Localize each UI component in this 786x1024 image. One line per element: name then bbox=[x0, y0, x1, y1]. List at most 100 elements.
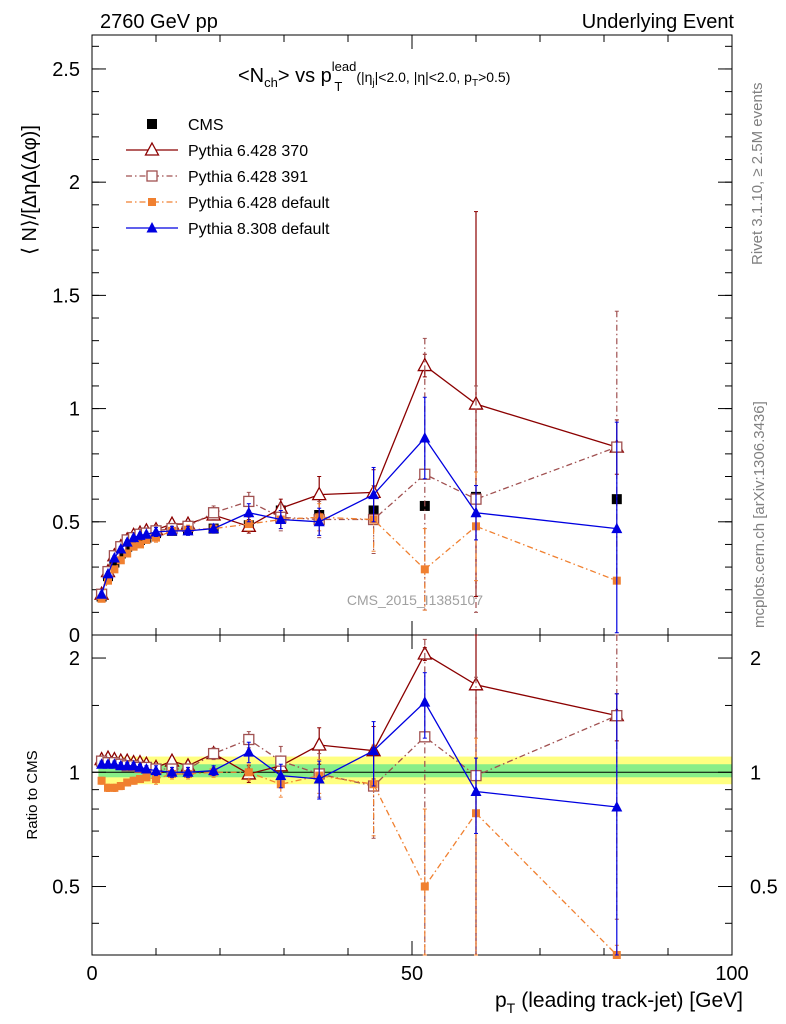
main-data-point bbox=[470, 506, 482, 518]
watermark: CMS_2015_I1385107 bbox=[347, 592, 483, 608]
legend-label: Pythia 6.428 391 bbox=[188, 169, 308, 186]
main-panel-series bbox=[94, 211, 625, 634]
ratio-data-point bbox=[128, 759, 140, 771]
ratio-data-point bbox=[311, 736, 327, 751]
ratio-data-point bbox=[207, 747, 220, 760]
legend-item: Pythia 6.428 370 bbox=[126, 141, 308, 160]
ratio-series-3 bbox=[96, 672, 623, 956]
main-data-point bbox=[97, 594, 106, 603]
main-data-point bbox=[102, 567, 114, 579]
ratio-data-point bbox=[208, 764, 220, 776]
ratio-y-tick-label-left: 1 bbox=[69, 762, 80, 784]
header-right: Underlying Event bbox=[582, 11, 735, 33]
x-tick-label: 0 bbox=[86, 963, 97, 985]
ratio-data-point bbox=[313, 773, 325, 784]
ratio-data-point bbox=[104, 783, 112, 792]
main-data-point bbox=[115, 548, 126, 559]
ratio-y-tick-label-right: 0.5 bbox=[750, 877, 778, 899]
main-data-point bbox=[166, 524, 178, 536]
ratio-data-point bbox=[108, 758, 120, 769]
ratio-data-point bbox=[368, 744, 380, 756]
main-series-4 bbox=[96, 396, 623, 634]
y-tick-label-main: 2.5 bbox=[52, 59, 80, 81]
ratio-data-point bbox=[142, 773, 151, 782]
ratio-data-point bbox=[420, 882, 429, 891]
main-data-point bbox=[182, 524, 194, 536]
ratio-data-point bbox=[110, 783, 119, 792]
main-data-point bbox=[150, 525, 162, 537]
ratio-uncertainty-bands bbox=[92, 756, 732, 785]
header-left: 2760 GeV pp bbox=[100, 11, 218, 33]
ratio-panel-series bbox=[94, 634, 625, 959]
legend-marker bbox=[147, 119, 157, 129]
legend-item: Pythia 6.428 391 bbox=[126, 169, 308, 186]
x-tick-label: 50 bbox=[401, 963, 423, 985]
band-inner bbox=[98, 764, 732, 778]
main-data-point bbox=[109, 557, 120, 568]
main-data-point bbox=[116, 556, 125, 565]
ratio-y-tick-label-right: 1 bbox=[750, 762, 761, 784]
main-data-point bbox=[104, 576, 112, 585]
ratio-data-point bbox=[129, 776, 138, 785]
legend-label: Pythia 8.308 default bbox=[188, 221, 330, 238]
legend-item: Pythia 8.308 default bbox=[126, 221, 330, 238]
x-axis-label: pT (leading track-jet) [GeV] bbox=[495, 989, 743, 1016]
main-data-point bbox=[244, 520, 253, 529]
main-data-point bbox=[108, 552, 120, 563]
side-label-bottom: mcplots.cern.ch [arXiv:1306.3436] bbox=[751, 401, 768, 628]
ratio-data-point bbox=[123, 778, 132, 787]
ratio-data-point bbox=[182, 766, 194, 777]
legend-item: CMS bbox=[147, 117, 224, 134]
legend-marker bbox=[144, 141, 160, 156]
y-tick-label-main: 0.5 bbox=[52, 512, 80, 534]
main-data-point bbox=[96, 588, 108, 599]
ratio-data-point bbox=[243, 746, 255, 757]
ratio-data-point bbox=[140, 763, 152, 774]
ratio-y-tick-label-right: 2 bbox=[750, 648, 761, 670]
main-data-point bbox=[313, 515, 325, 527]
ratio-y-tick-label-left: 2 bbox=[69, 648, 80, 670]
ratio-data-point bbox=[419, 696, 431, 707]
ratio-data-point bbox=[134, 761, 146, 772]
main-data-point bbox=[311, 486, 327, 501]
ratio-data-point bbox=[468, 676, 484, 691]
main-data-point bbox=[129, 542, 138, 551]
main-data-point bbox=[208, 522, 220, 534]
ratio-data-point bbox=[116, 782, 125, 791]
main-data-point bbox=[275, 513, 287, 525]
ratio-data-point bbox=[152, 775, 160, 784]
main-panel-ticks: 0 0.5 1 1.5 2 2.5 bbox=[52, 35, 733, 647]
main-data-point bbox=[121, 536, 133, 547]
legend-label: CMS bbox=[188, 117, 224, 134]
main-data-point bbox=[368, 488, 380, 500]
legend-label: Pythia 6.428 370 bbox=[188, 143, 308, 160]
side-label-top: Rivet 3.1.10, ≥ 2.5M events bbox=[749, 83, 766, 266]
y-tick-label-main: 1 bbox=[69, 399, 80, 421]
main-data-point bbox=[207, 507, 220, 519]
ratio-data-point bbox=[166, 766, 178, 777]
main-data-point bbox=[136, 540, 144, 549]
x-tick-label: 100 bbox=[715, 963, 748, 985]
legend: CMS Pythia 6.428 370 Pythia 6.428 391 Pythi… bbox=[126, 117, 330, 238]
y-tick-label-main: 0 bbox=[69, 625, 80, 647]
main-data-point bbox=[419, 432, 431, 443]
main-data-point bbox=[140, 528, 152, 539]
legend-item: Pythia 6.428 default bbox=[126, 195, 330, 212]
main-data-point bbox=[115, 542, 127, 554]
ratio-data-point bbox=[150, 764, 162, 776]
main-data-point bbox=[152, 533, 160, 542]
legend-label: Pythia 6.428 default bbox=[188, 195, 330, 212]
plot-title: <Nch> vs plead T(|ηj|<2.0, |η|<2.0, pT>0.… bbox=[238, 59, 510, 94]
main-data-point bbox=[611, 522, 623, 534]
legend-marker bbox=[146, 222, 158, 233]
main-data-point bbox=[110, 565, 119, 574]
main-data-point bbox=[243, 506, 255, 518]
ratio-data-point bbox=[611, 801, 623, 812]
ratio-data-point bbox=[244, 768, 253, 777]
y-axis-label-ratio: Ratio to CMS bbox=[24, 750, 41, 839]
y-tick-label-main: 2 bbox=[69, 172, 80, 194]
ratio-data-point bbox=[136, 775, 144, 784]
main-data-point bbox=[420, 565, 429, 574]
ratio-data-point bbox=[275, 769, 287, 781]
